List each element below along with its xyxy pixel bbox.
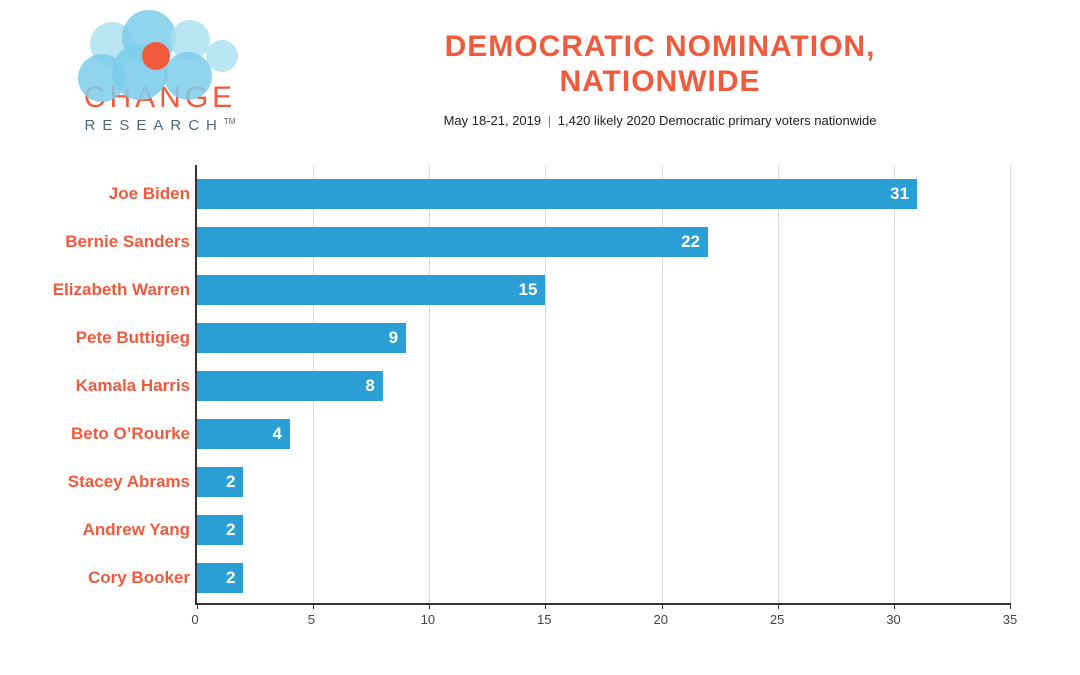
bar: 15 [197, 275, 545, 305]
chart-subtitle: May 18-21, 2019 | 1,420 likely 2020 Demo… [280, 113, 1040, 128]
plot-region: 312215984222 [195, 165, 1010, 605]
bar: 2 [197, 563, 243, 593]
bar: 22 [197, 227, 708, 257]
x-tick-label: 20 [653, 612, 667, 627]
bar-row: 31 [197, 179, 1010, 209]
bar-row: 2 [197, 563, 1010, 593]
bar-value: 2 [226, 472, 235, 492]
bar-value: 15 [519, 280, 538, 300]
bar-value: 2 [226, 520, 235, 540]
bar-value: 8 [365, 376, 374, 396]
x-tick-label: 35 [1003, 612, 1017, 627]
x-tick-label: 0 [191, 612, 198, 627]
bar-value: 2 [226, 568, 235, 588]
y-axis-label: Joe Biden [50, 184, 190, 204]
logo-bubbles [60, 20, 260, 85]
bar: 31 [197, 179, 917, 209]
bar-row: 2 [197, 467, 1010, 497]
y-axis-label: Bernie Sanders [50, 232, 190, 252]
bar-row: 15 [197, 275, 1010, 305]
bar: 9 [197, 323, 406, 353]
bar: 4 [197, 419, 290, 449]
y-axis-label: Kamala Harris [50, 376, 190, 396]
x-tick-label: 5 [308, 612, 315, 627]
bar: 2 [197, 515, 243, 545]
y-axis-label: Andrew Yang [50, 520, 190, 540]
x-tick-label: 15 [537, 612, 551, 627]
y-axis-label: Elizabeth Warren [50, 280, 190, 300]
bar-value: 4 [272, 424, 281, 444]
bar-value: 31 [890, 184, 909, 204]
bar-row: 9 [197, 323, 1010, 353]
logo-text-research: RESEARCHTM [40, 117, 280, 134]
x-tick-label: 30 [886, 612, 900, 627]
y-axis-label: Beto O’Rourke [50, 424, 190, 444]
logo-dot-icon [142, 42, 170, 70]
y-axis-label: Pete Buttigieg [50, 328, 190, 348]
title-block: DEMOCRATIC NOMINATION, NATIONWIDE May 18… [280, 20, 1040, 128]
chart-area: 312215984222 Joe BidenBernie SandersEliz… [50, 165, 1030, 635]
bar: 8 [197, 371, 383, 401]
bar-value: 9 [389, 328, 398, 348]
y-axis-label: Cory Booker [50, 568, 190, 588]
bar-row: 8 [197, 371, 1010, 401]
x-tick-label: 10 [421, 612, 435, 627]
y-axis-label: Stacey Abrams [50, 472, 190, 492]
bar: 2 [197, 467, 243, 497]
x-tick-label: 25 [770, 612, 784, 627]
bar-row: 4 [197, 419, 1010, 449]
bar-row: 2 [197, 515, 1010, 545]
gridline [1010, 165, 1011, 603]
header: CHANGE RESEARCHTM DEMOCRATIC NOMINATION,… [0, 0, 1080, 134]
brand-logo: CHANGE RESEARCHTM [40, 20, 280, 134]
bar-row: 22 [197, 227, 1010, 257]
bar-value: 22 [681, 232, 700, 252]
chart-title: DEMOCRATIC NOMINATION, NATIONWIDE [280, 30, 1040, 99]
